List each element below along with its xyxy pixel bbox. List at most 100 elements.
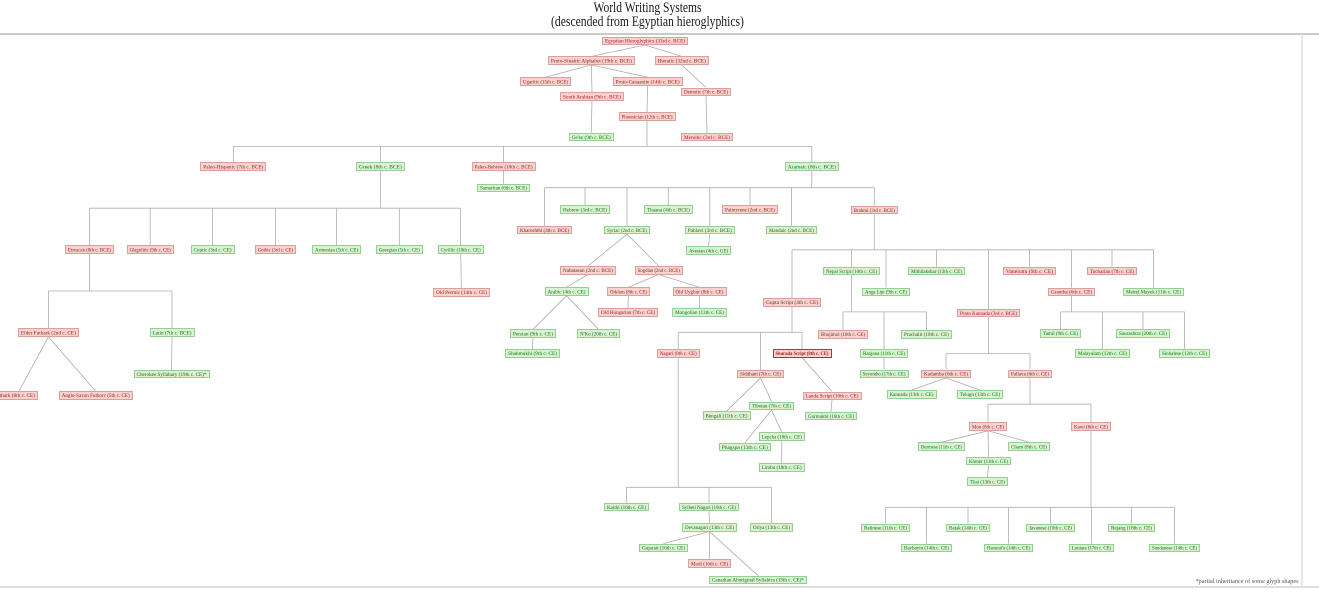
svg-text:Mongolian (13th c. CE): Mongolian (13th c. CE): [675, 309, 724, 316]
svg-text:Meroitic (3rd c. BCE): Meroitic (3rd c. BCE): [684, 134, 730, 141]
svg-text:Anga Lipi (9th c. CE): Anga Lipi (9th c. CE): [865, 289, 907, 296]
svg-text:Baybayin (14th c. CE): Baybayin (14th c. CE): [904, 545, 949, 552]
svg-text:Kaithi (16th c. CE): Kaithi (16th c. CE): [607, 504, 646, 511]
svg-text:Sogdian (2nd c. BCE): Sogdian (2nd c. BCE): [638, 267, 680, 274]
svg-text:Sylheti Nagari (16th c. CE): Sylheti Nagari (16th c. CE): [682, 504, 736, 511]
svg-text:Malayalam (12th c. CE): Malayalam (12th c. CE): [1078, 350, 1127, 357]
svg-text:Mon (8th c. CE): Mon (8th c. CE): [972, 423, 1004, 430]
svg-text:Armenian (5th c. CE): Armenian (5th c. CE): [315, 247, 358, 254]
svg-text:South Arabian (9th c. BCE): South Arabian (9th c. BCE): [563, 93, 621, 100]
svg-text:Latin (7th c. BCE): Latin (7th c. BCE): [153, 330, 192, 337]
svg-text:Phagspa (13th c. CE): Phagspa (13th c. CE): [722, 444, 768, 451]
svg-text:Meitei Mayek (11th c. CE): Meitei Mayek (11th c. CE): [1126, 289, 1181, 296]
svg-text:Bhujimol (10th c. CE): Bhujimol (10th c. CE): [821, 331, 865, 338]
svg-text:Persian (9th c. CE): Persian (9th c. CE): [513, 330, 553, 337]
svg-text:Cherokee Syllabary (19th c. CE: Cherokee Syllabary (19th c. CE)*: [137, 371, 207, 378]
svg-text:Javanese (10th c. CE): Javanese (10th c. CE): [1029, 525, 1072, 532]
svg-text:Lepcha (18th c. CE): Lepcha (18th c. CE): [762, 433, 802, 440]
svg-text:Thaana (4th c. BCE): Thaana (4th c. BCE): [647, 206, 690, 213]
svg-text:Etruscan (8th c. BCE): Etruscan (8th c. BCE): [68, 247, 111, 254]
svg-text:Ugaritic (15th c. BCE): Ugaritic (15th c. BCE): [523, 78, 568, 85]
svg-text:Greek (8th c. BCE): Greek (8th c. BCE): [359, 163, 402, 170]
svg-text:Grantha (6th c. CE): Grantha (6th c. CE): [1051, 289, 1092, 296]
svg-text:Siddham (7th c. CE): Siddham (7th c. CE): [740, 371, 781, 378]
svg-text:Elder Futhark (2nd c. CE): Elder Futhark (2nd c. CE): [21, 330, 76, 337]
svg-text:Younger Futhark (8th c. CE): Younger Futhark (8th c. CE): [0, 392, 35, 399]
svg-text:Sundanese (14th c. CE): Sundanese (14th c. CE): [1152, 545, 1197, 552]
svg-text:Mandaic (2nd c. BCE): Mandaic (2nd c. BCE): [769, 227, 814, 234]
svg-text:Tibetan (7th c. CE): Tibetan (7th c. CE): [752, 403, 791, 410]
svg-text:Gurmukhi (16th c. CE): Gurmukhi (16th c. CE): [808, 413, 854, 420]
svg-text:Hanunó'o (14th c. CE): Hanunó'o (14th c. CE): [987, 545, 1030, 552]
svg-text:Kadamba (6th c. CE): Kadamba (6th c. CE): [924, 371, 968, 378]
svg-text:Kannada (13th c. CE): Kannada (13th c. CE): [890, 391, 934, 398]
svg-text:Burmese (11th c. CE): Burmese (11th c. CE): [921, 443, 962, 450]
svg-text:Paleo-Hebrew (10th c. BCE): Paleo-Hebrew (10th c. BCE): [475, 163, 533, 170]
svg-text:Pahlavi (3rd c. BCE): Pahlavi (3rd c. BCE): [688, 227, 732, 234]
svg-text:Paleo-Hispanic (7th c. BCE): Paleo-Hispanic (7th c. BCE): [203, 163, 263, 170]
svg-text:Soyombo (17th c. CE): Soyombo (17th c. CE): [863, 371, 906, 378]
svg-text:Egyptian Hieroglyphics (33rd c: Egyptian Hieroglyphics (33rd c. BCE): [605, 38, 685, 45]
svg-text:Proto-Canaanite (14th c. BCE): Proto-Canaanite (14th c. BCE): [616, 78, 680, 85]
svg-text:Coptic (3rd c. CE): Coptic (3rd c. CE): [194, 247, 232, 254]
svg-text:Pallava (6th c. CE): Pallava (6th c. CE): [1011, 371, 1049, 378]
svg-text:Prachalit (10th c. CE): Prachalit (10th c. CE): [904, 331, 949, 338]
svg-text:Proto-Sinaitic Alphabet (19th: Proto-Sinaitic Alphabet (19th c. BCE): [551, 58, 632, 65]
svg-text:Gupta Script (4th c. CE): Gupta Script (4th c. CE): [766, 299, 818, 306]
svg-text:Batak (14th c. CE): Batak (14th c. CE): [949, 525, 987, 532]
svg-text:Demotic (7th c. BCE): Demotic (7th c. BCE): [684, 89, 728, 96]
svg-text:Georgian (5th c. CE): Georgian (5th c. CE): [379, 247, 420, 254]
svg-text:Hieratic (32nd c. BCE): Hieratic (32nd c. BCE): [658, 58, 706, 65]
svg-text:Vatteluttu (9th c. CE): Vatteluttu (9th c. CE): [1006, 268, 1053, 275]
svg-text:Shahmukhi (9th c. CE): Shahmukhi (9th c. CE): [508, 350, 557, 357]
svg-text:Telugu (13th c. CE): Telugu (13th c. CE): [960, 391, 1000, 398]
svg-text:Lontara (17th c. CE): Lontara (17th c. CE): [1072, 545, 1111, 552]
svg-text:Bengali (11th c. CE): Bengali (11th c. CE): [706, 412, 748, 419]
svg-text:Oriya (13th c. CE): Oriya (13th c. CE): [753, 524, 790, 531]
svg-text:Nepal Script (10th c. CE): Nepal Script (10th c. CE): [826, 268, 877, 275]
svg-text:Mithilakshar (13th c. CE): Mithilakshar (13th c. CE): [911, 268, 962, 275]
svg-text:Nagari (8th c. CE): Nagari (8th c. CE): [660, 350, 697, 357]
svg-text:Modi (16th c. CE): Modi (16th c. CE): [691, 561, 728, 568]
svg-text:Ranjana (11th c. CE): Ranjana (11th c. CE): [863, 350, 905, 357]
svg-text:Landa Script (10th c. CE): Landa Script (10th c. CE): [806, 393, 859, 400]
svg-text:Anglo-Saxon Futhorc (5th c. CE: Anglo-Saxon Futhorc (5th c. CE): [62, 392, 130, 399]
svg-text:Old Uyghur (8th c. CE): Old Uyghur (8th c. CE): [676, 288, 724, 295]
svg-text:Gujarati (16th c. CE): Gujarati (16th c. CE): [642, 545, 685, 552]
svg-text:Glagolitic (9th c. CE): Glagolitic (9th c. CE): [130, 247, 171, 254]
svg-text:Tocharian (7th c. CE): Tocharian (7th c. CE): [1090, 268, 1134, 275]
svg-text:Thai (13th c. CE): Thai (13th c. CE): [970, 478, 1005, 485]
svg-text:Syriac (2nd c. BCE): Syriac (2nd c. BCE): [607, 227, 647, 234]
svg-text:N'Ko (20th c. CE): N'Ko (20th c. CE): [580, 330, 617, 337]
svg-text:Cyrillic (10th c. CE): Cyrillic (10th c. CE): [441, 247, 481, 254]
svg-text:Aramaic (8th c. BCE): Aramaic (8th c. BCE): [788, 163, 836, 170]
svg-text:Kawi (8th c. CE): Kawi (8th c. CE): [1074, 423, 1108, 430]
svg-text:Sinhalese (12th c. CE): Sinhalese (12th c. CE): [1162, 350, 1207, 357]
svg-text:Proto Kannada (3rd c. BCE): Proto Kannada (3rd c. BCE): [960, 310, 1017, 317]
svg-text:Nabataean (2nd c. BCE): Nabataean (2nd c. BCE): [563, 267, 613, 274]
svg-text:Brahmi (3rd c. BCE): Brahmi (3rd c. BCE): [854, 207, 895, 214]
svg-text:Samaritan (6th c. BCE): Samaritan (6th c. BCE): [480, 185, 527, 192]
svg-text:Devanagari (13th c. CE): Devanagari (13th c. CE): [685, 524, 734, 531]
svg-text:Khmer (11th c. CE): Khmer (11th c. CE): [969, 458, 1008, 465]
svg-text:*partial inheritance of some g: *partial inheritance of some glyph shape…: [1196, 578, 1300, 585]
svg-text:Sharada Script (8th c. CE): Sharada Script (8th c. CE): [776, 350, 829, 357]
svg-text:Ge'ez (9th c. BCE): Ge'ez (9th c. BCE): [572, 134, 611, 141]
svg-text:Hebrew (3rd c. BCE): Hebrew (3rd c. BCE): [563, 206, 607, 213]
svg-text:Gothic (3rd c. CE): Gothic (3rd c. CE): [258, 247, 293, 254]
svg-text:Arabic (4th c. CE): Arabic (4th c. CE): [548, 288, 586, 295]
svg-text:Kharoshthi (4th c. BCE): Kharoshthi (4th c. BCE): [520, 227, 569, 234]
svg-text:Old Permic (14th c. CE): Old Permic (14th c. CE): [436, 289, 487, 296]
svg-text:Rejang (18th c. CE): Rejang (18th c. CE): [1111, 525, 1152, 532]
svg-text:Orkhon (8th c. CE): Orkhon (8th c. CE): [610, 288, 647, 295]
svg-text:Old Hungarian (7th c. CE): Old Hungarian (7th c. CE): [601, 309, 655, 316]
svg-text:Balinese (11th c. CE): Balinese (11th c. CE): [864, 525, 907, 532]
svg-text:Canadian Aboriginal Syllabics: Canadian Aboriginal Syllabics (19th c. C…: [712, 577, 804, 584]
svg-text:Tamil (9th c. CE): Tamil (9th c. CE): [1043, 330, 1078, 337]
svg-text:Limbu (18th c. CE): Limbu (18th c. CE): [762, 464, 802, 471]
svg-text:Avestan (4th c. CE): Avestan (4th c. CE): [689, 247, 728, 254]
svg-text:Saurashtra (20th c. CE): Saurashtra (20th c. CE): [1119, 330, 1167, 337]
svg-text:Phoenician (12th c. BCE): Phoenician (12th c. BCE): [622, 113, 673, 120]
svg-text:Cham (8th c. CE): Cham (8th c. CE): [1011, 443, 1047, 450]
svg-text:Palmyrene (2nd c. BCE): Palmyrene (2nd c. BCE): [725, 206, 775, 213]
